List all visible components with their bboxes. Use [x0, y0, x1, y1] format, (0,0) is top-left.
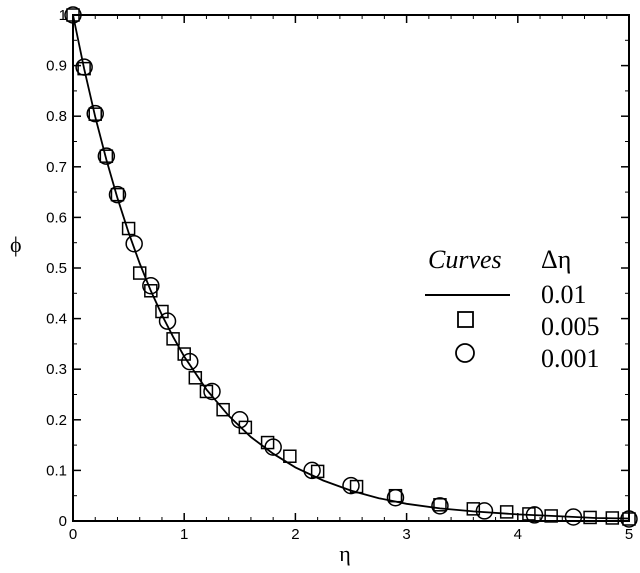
circle-marker-0-001 — [475, 502, 494, 520]
legend-label-0-001: 0.001 — [541, 344, 600, 373]
square-marker-0-005 — [110, 187, 125, 202]
square-marker-0-005 — [155, 304, 169, 319]
square-marker-0-005 — [283, 449, 297, 463]
legend-header-delta-eta: Δη — [541, 245, 571, 274]
x-tick-label: 3 — [402, 526, 410, 543]
y-tick-label: 0.8 — [46, 108, 67, 125]
x-tick-label: 4 — [514, 526, 522, 543]
circle-marker-0-001 — [125, 234, 143, 253]
y-tick-label: 0.1 — [46, 462, 67, 479]
square-marker-0-005 — [466, 502, 481, 516]
circle-marker-0-001 — [75, 58, 93, 76]
y-tick-label: 0.4 — [46, 311, 67, 328]
x-tick-label: 0 — [69, 526, 77, 543]
square-marker-0-005 — [166, 332, 180, 346]
x-tick-label: 1 — [180, 526, 188, 543]
legend-label-0-01: 0.01 — [541, 280, 587, 309]
y-tick-label: 0.9 — [46, 58, 67, 75]
circle-marker-0-001 — [386, 488, 405, 507]
x-tick-label: 2 — [291, 526, 299, 543]
y-tick-label: 0 — [59, 513, 67, 530]
legend: Curves Δη 0.01 0.005 0.001 — [425, 245, 600, 373]
legend-header-curves: Curves — [428, 245, 502, 274]
circle-marker-0-001 — [203, 382, 221, 401]
circle-marker-0-001 — [158, 312, 177, 330]
circle-marker-0-001 — [342, 476, 360, 495]
circle-marker-0-001 — [108, 185, 127, 204]
legend-square-sample — [457, 311, 474, 328]
square-marker-0-005 — [499, 505, 514, 519]
square-marker-0-005 — [132, 266, 147, 280]
y-tick-label: 0.2 — [46, 412, 67, 429]
circle-marker-0-001 — [86, 104, 104, 123]
circle-marker-0-001 — [431, 497, 449, 515]
y-tick-label: 1 — [59, 7, 67, 24]
y-tick-label: 0.3 — [46, 361, 67, 378]
square-marker-0-005 — [121, 221, 136, 236]
y-tick-label: 0.7 — [46, 159, 67, 176]
legend-label-0-005: 0.005 — [541, 312, 600, 341]
circle-marker-0-001 — [564, 508, 583, 526]
square-marker-0-005 — [99, 149, 114, 163]
circle-marker-0-001 — [97, 147, 116, 165]
circle-marker-0-001 — [303, 461, 321, 480]
square-marker-0-005 — [188, 371, 203, 385]
circle-marker-0-001 — [181, 352, 199, 371]
circle-marker-0-001 — [142, 276, 160, 295]
x-tick-label: 5 — [625, 526, 633, 543]
square-marker-0-005 — [88, 107, 102, 121]
legend-circle-sample — [455, 343, 475, 363]
circle-marker-0-001 — [264, 438, 282, 456]
axes: 0 1 2 3 4 5 0 0.1 0.2 0.3 0.4 0.5 0.6 0.7 0.8 0.9 1 — [46, 7, 633, 543]
x-axis-title: η — [339, 541, 351, 566]
y-axis-title: ϕ — [10, 232, 22, 257]
circle-marker-0-001 — [231, 411, 249, 429]
y-tick-label: 0.6 — [46, 209, 67, 226]
circle-marker-0-001 — [525, 506, 544, 524]
y-tick-label: 0.5 — [46, 260, 67, 277]
square-marker-0-005 — [433, 498, 447, 512]
square-marker-0-005 — [260, 435, 275, 450]
square-marker-0-005 — [216, 402, 230, 417]
